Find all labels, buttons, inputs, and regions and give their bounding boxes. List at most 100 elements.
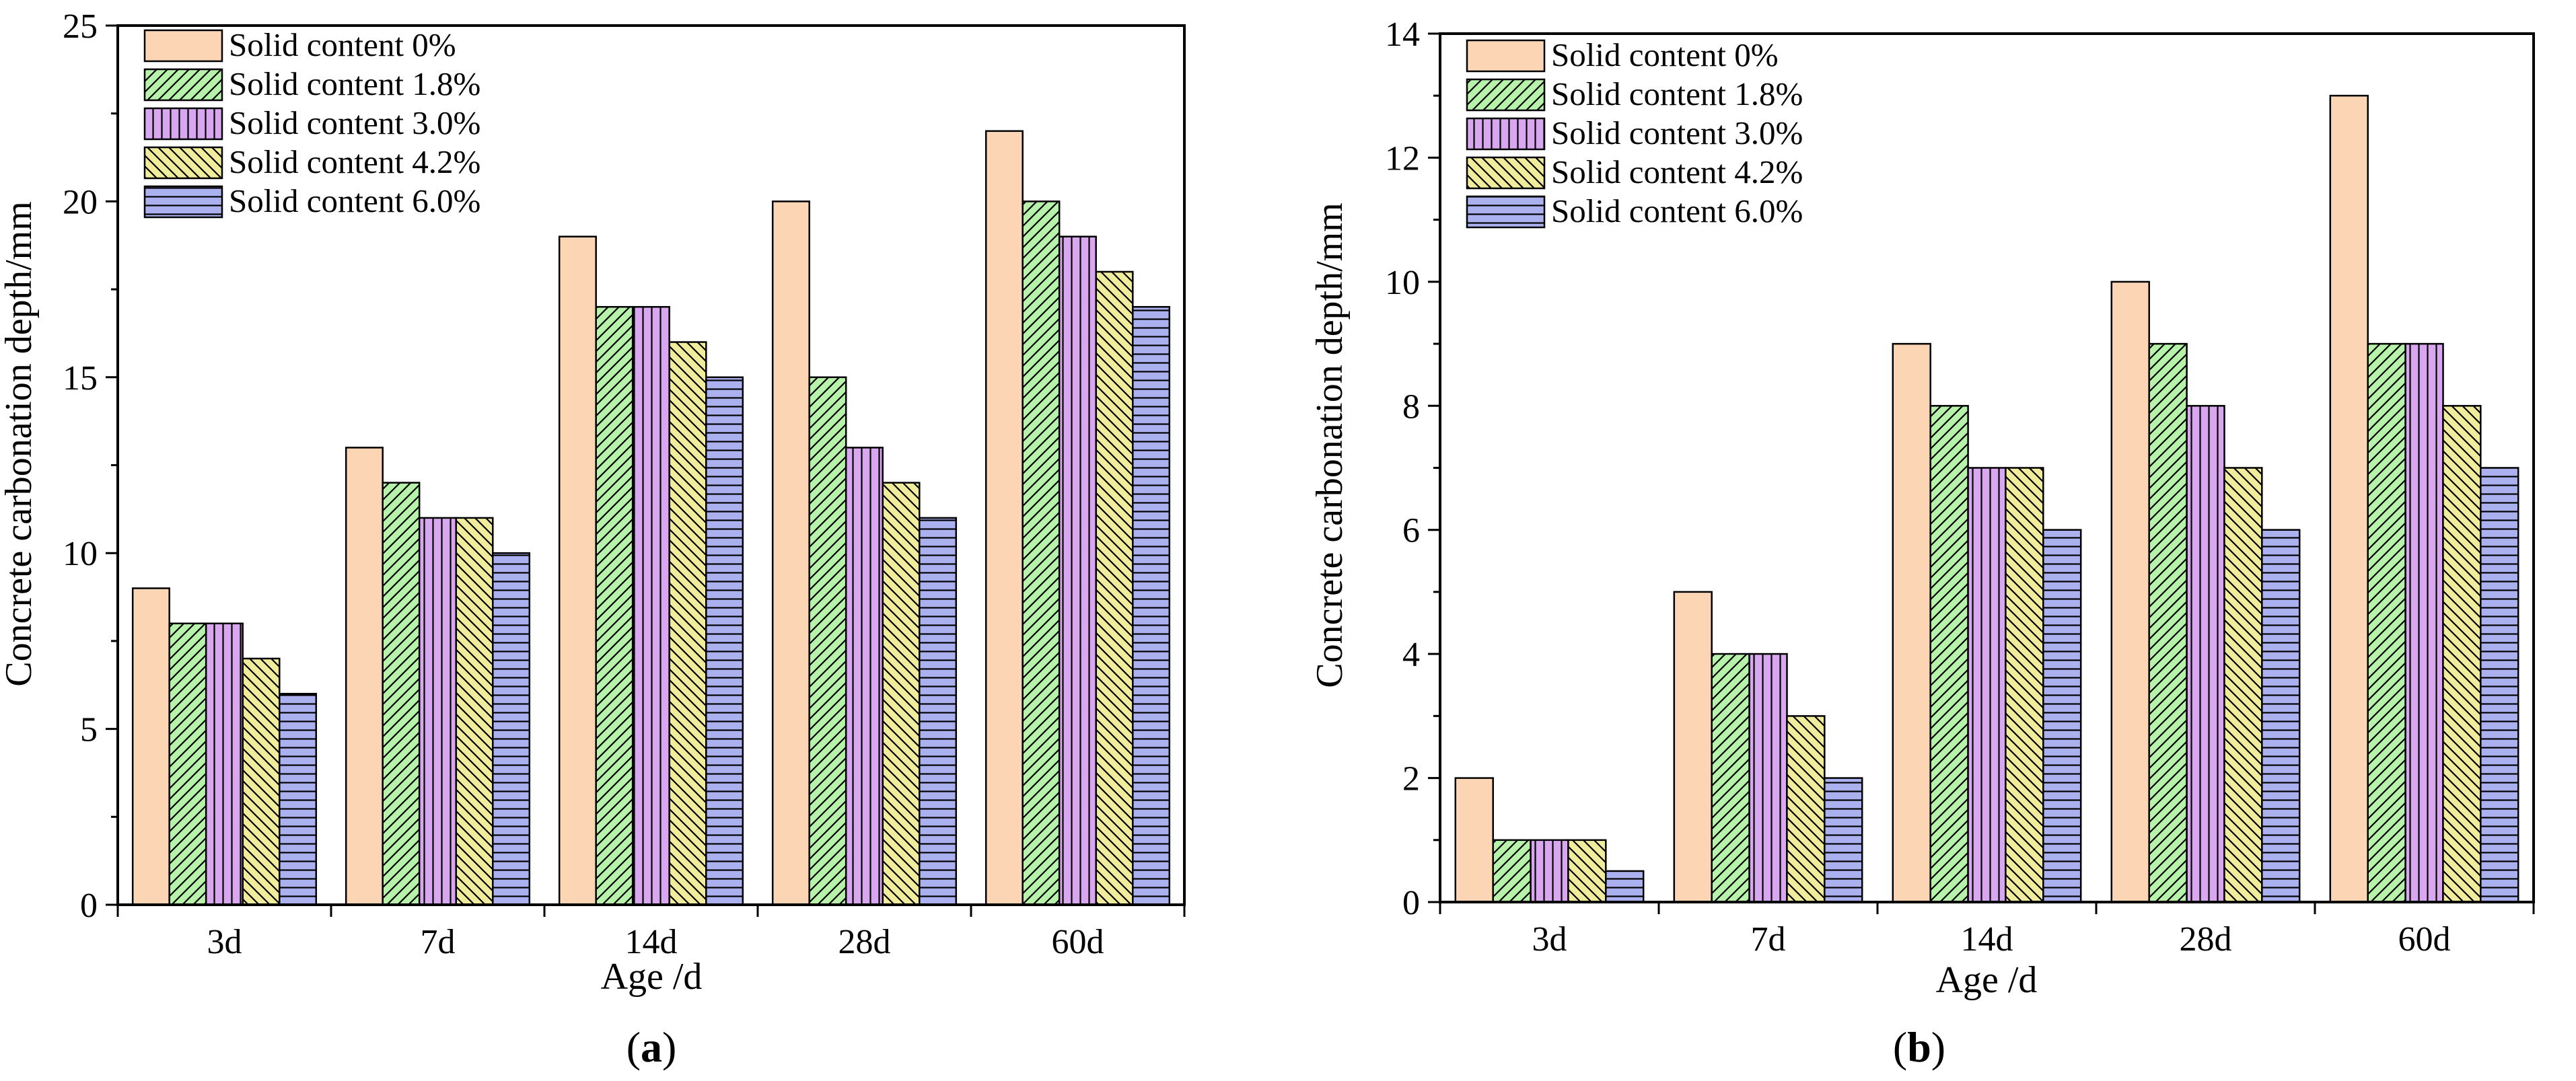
bar-b-solid-content-1-8-3d [1492,839,1532,903]
y-tick-label-a: 25 [63,7,98,46]
legend-swatch-a-solid-content-1-8 [143,68,223,102]
bar-a-solid-content-3-0-14d [631,305,670,906]
bar-b-solid-content-1-8-14d [1929,405,1969,903]
legend-swatch-b-solid-content-4-2 [1466,156,1546,190]
bar-a-solid-content-1-8-60d [1022,200,1061,906]
bar-a-solid-content-1-8-28d [808,376,847,906]
x-axis-b: 3d 7d 14d 28d 60d [1439,902,2535,959]
bar-b-solid-content-3-0-60d [2404,342,2444,903]
bar-a-solid-content-0-14d [558,235,597,906]
legend-label-a-solid-content-1-8: Solid content 1.8% [229,65,480,102]
bar-b-solid-content-4-2-3d [1567,839,1607,903]
y-tick-label-a: 15 [63,359,98,398]
bar-b-solid-content-6-0-7d [1824,777,1863,903]
y-axis-title-b: Concrete carbonation depth/mm [1309,202,1351,688]
bar-b-solid-content-0-7d [1673,591,1713,903]
bar-a-solid-content-1-8-14d [595,305,634,906]
y-tick-label-b: 4 [1402,636,1420,674]
bar-a-solid-content-1-8-3d [168,622,207,906]
bar-a-solid-content-0-60d [985,130,1024,906]
bar-b-solid-content-4-2-60d [2442,405,2482,903]
x-tick-label-b-7d: 7d [1751,920,1786,959]
legend-label-b-solid-content-1-8: Solid content 1.8% [1551,75,1803,112]
legend-swatch-a-solid-content-0 [143,29,223,63]
x-tick-label-b-28d: 28d [2180,920,2232,959]
legend-swatch-a-solid-content-4-2 [143,146,223,180]
legend-label-b-solid-content-0: Solid content 0% [1551,36,1779,73]
legend-swatch-b-solid-content-0 [1466,39,1546,73]
panel-label-a: (a) [627,1023,677,1071]
bar-b-solid-content-3-0-3d [1530,839,1569,903]
bar-b-solid-content-1-8-60d [2367,342,2406,903]
bar-b-solid-content-0-28d [2110,281,2150,903]
legend-label-a-solid-content-0: Solid content 0% [229,26,456,63]
bar-a-solid-content-6-0-7d [492,552,531,906]
bar-a-solid-content-4-2-3d [242,657,281,906]
x-tick-label-a-7d: 7d [421,923,456,961]
bar-b-solid-content-4-2-28d [2223,467,2263,903]
panel-letter-b: b [1907,1023,1931,1071]
x-tick-label-b-60d: 60d [2398,920,2451,959]
legend-label-a-solid-content-4-2: Solid content 4.2% [229,143,480,180]
bar-b-solid-content-6-0-28d [2261,529,2301,903]
bars-a [131,130,1171,906]
bar-a-solid-content-3-0-60d [1058,235,1097,906]
bar-b-solid-content-4-2-7d [1786,715,1826,903]
y-tick-label-b: 2 [1402,760,1420,798]
bar-b-solid-content-0-14d [1892,342,1931,903]
legend-swatch-a-solid-content-6-0 [143,185,223,219]
legend-label-b-solid-content-6-0: Solid content 6.0% [1551,192,1803,229]
bar-b-solid-content-1-8-7d [1711,653,1750,903]
bar-b-solid-content-3-0-28d [2186,405,2225,903]
chart-b: 0 2 4 6 8 10 12 14 3d 7d 14d 28d 60d Solid content … [1309,15,2535,1071]
bar-a-solid-content-6-0-14d [705,376,744,906]
x-axis-title-b: Age /d [1936,959,2038,1001]
bar-a-solid-content-4-2-60d [1095,270,1134,906]
y-tick-label-a: 10 [63,535,98,573]
x-tick-label-a-14d: 14d [625,923,678,961]
bar-a-solid-content-3-0-7d [418,517,457,906]
bar-a-solid-content-6-0-60d [1132,305,1171,906]
bar-a-solid-content-4-2-14d [668,341,707,906]
y-tick-label-b: 10 [1385,264,1420,302]
legend-swatch-b-solid-content-6-0 [1466,195,1546,229]
bar-b-solid-content-0-60d [2329,94,2369,903]
x-axis-a: 3d 7d 14d 28d 60d [116,905,1186,961]
legend-swatch-b-solid-content-1-8 [1466,78,1546,112]
bar-b-solid-content-3-0-14d [1967,467,2007,903]
x-tick-label-a-60d: 60d [1052,923,1104,961]
y-tick-label-b: 12 [1385,139,1420,178]
y-tick-label-b: 0 [1402,884,1420,922]
x-tick-label-a-3d: 3d [207,923,242,961]
bar-a-solid-content-4-2-28d [882,482,921,906]
bar-a-solid-content-0-3d [131,587,170,906]
x-tick-label-a-28d: 28d [838,923,891,961]
bar-a-solid-content-6-0-3d [279,693,318,906]
y-axis-a: 0 5 10 15 20 25 [63,7,118,925]
panel-label-b: (b) [1893,1023,1945,1071]
legend-swatch-a-solid-content-3-0 [143,107,223,141]
legend-b: Solid content 0%Solid content 1.8%Solid … [1466,36,1803,229]
bar-b-solid-content-0-3d [1454,777,1494,903]
bar-a-solid-content-0-28d [771,200,810,906]
legend-label-b-solid-content-4-2: Solid content 4.2% [1551,153,1803,190]
y-tick-label-a: 20 [63,183,98,221]
bar-b-solid-content-3-0-7d [1748,653,1788,903]
legend-label-b-solid-content-3-0: Solid content 3.0% [1551,114,1803,151]
bar-a-solid-content-3-0-28d [845,447,884,906]
legend-swatch-b-solid-content-3-0 [1466,117,1546,151]
legend-label-a-solid-content-6-0: Solid content 6.0% [229,182,480,219]
y-tick-label-a: 5 [80,711,98,749]
legend-a: Solid content 0%Solid content 1.8% Solid … [143,26,480,219]
bar-a-solid-content-0-7d [345,447,384,906]
chart-a: 0 5 10 15 20 25 3d 7d 14d 28d 60d Solid content 0… [0,7,1186,1071]
y-tick-label-a: 0 [80,887,98,925]
y-axis-b: 0 2 4 6 8 10 12 14 [1385,15,1440,922]
y-tick-label-b: 8 [1402,387,1420,426]
x-tick-label-b-14d: 14d [1961,920,2013,959]
bar-a-solid-content-4-2-7d [455,517,494,906]
bar-b-solid-content-6-0-14d [2042,529,2082,903]
bar-a-solid-content-1-8-7d [382,482,421,906]
panel-letter-a: a [641,1023,662,1071]
